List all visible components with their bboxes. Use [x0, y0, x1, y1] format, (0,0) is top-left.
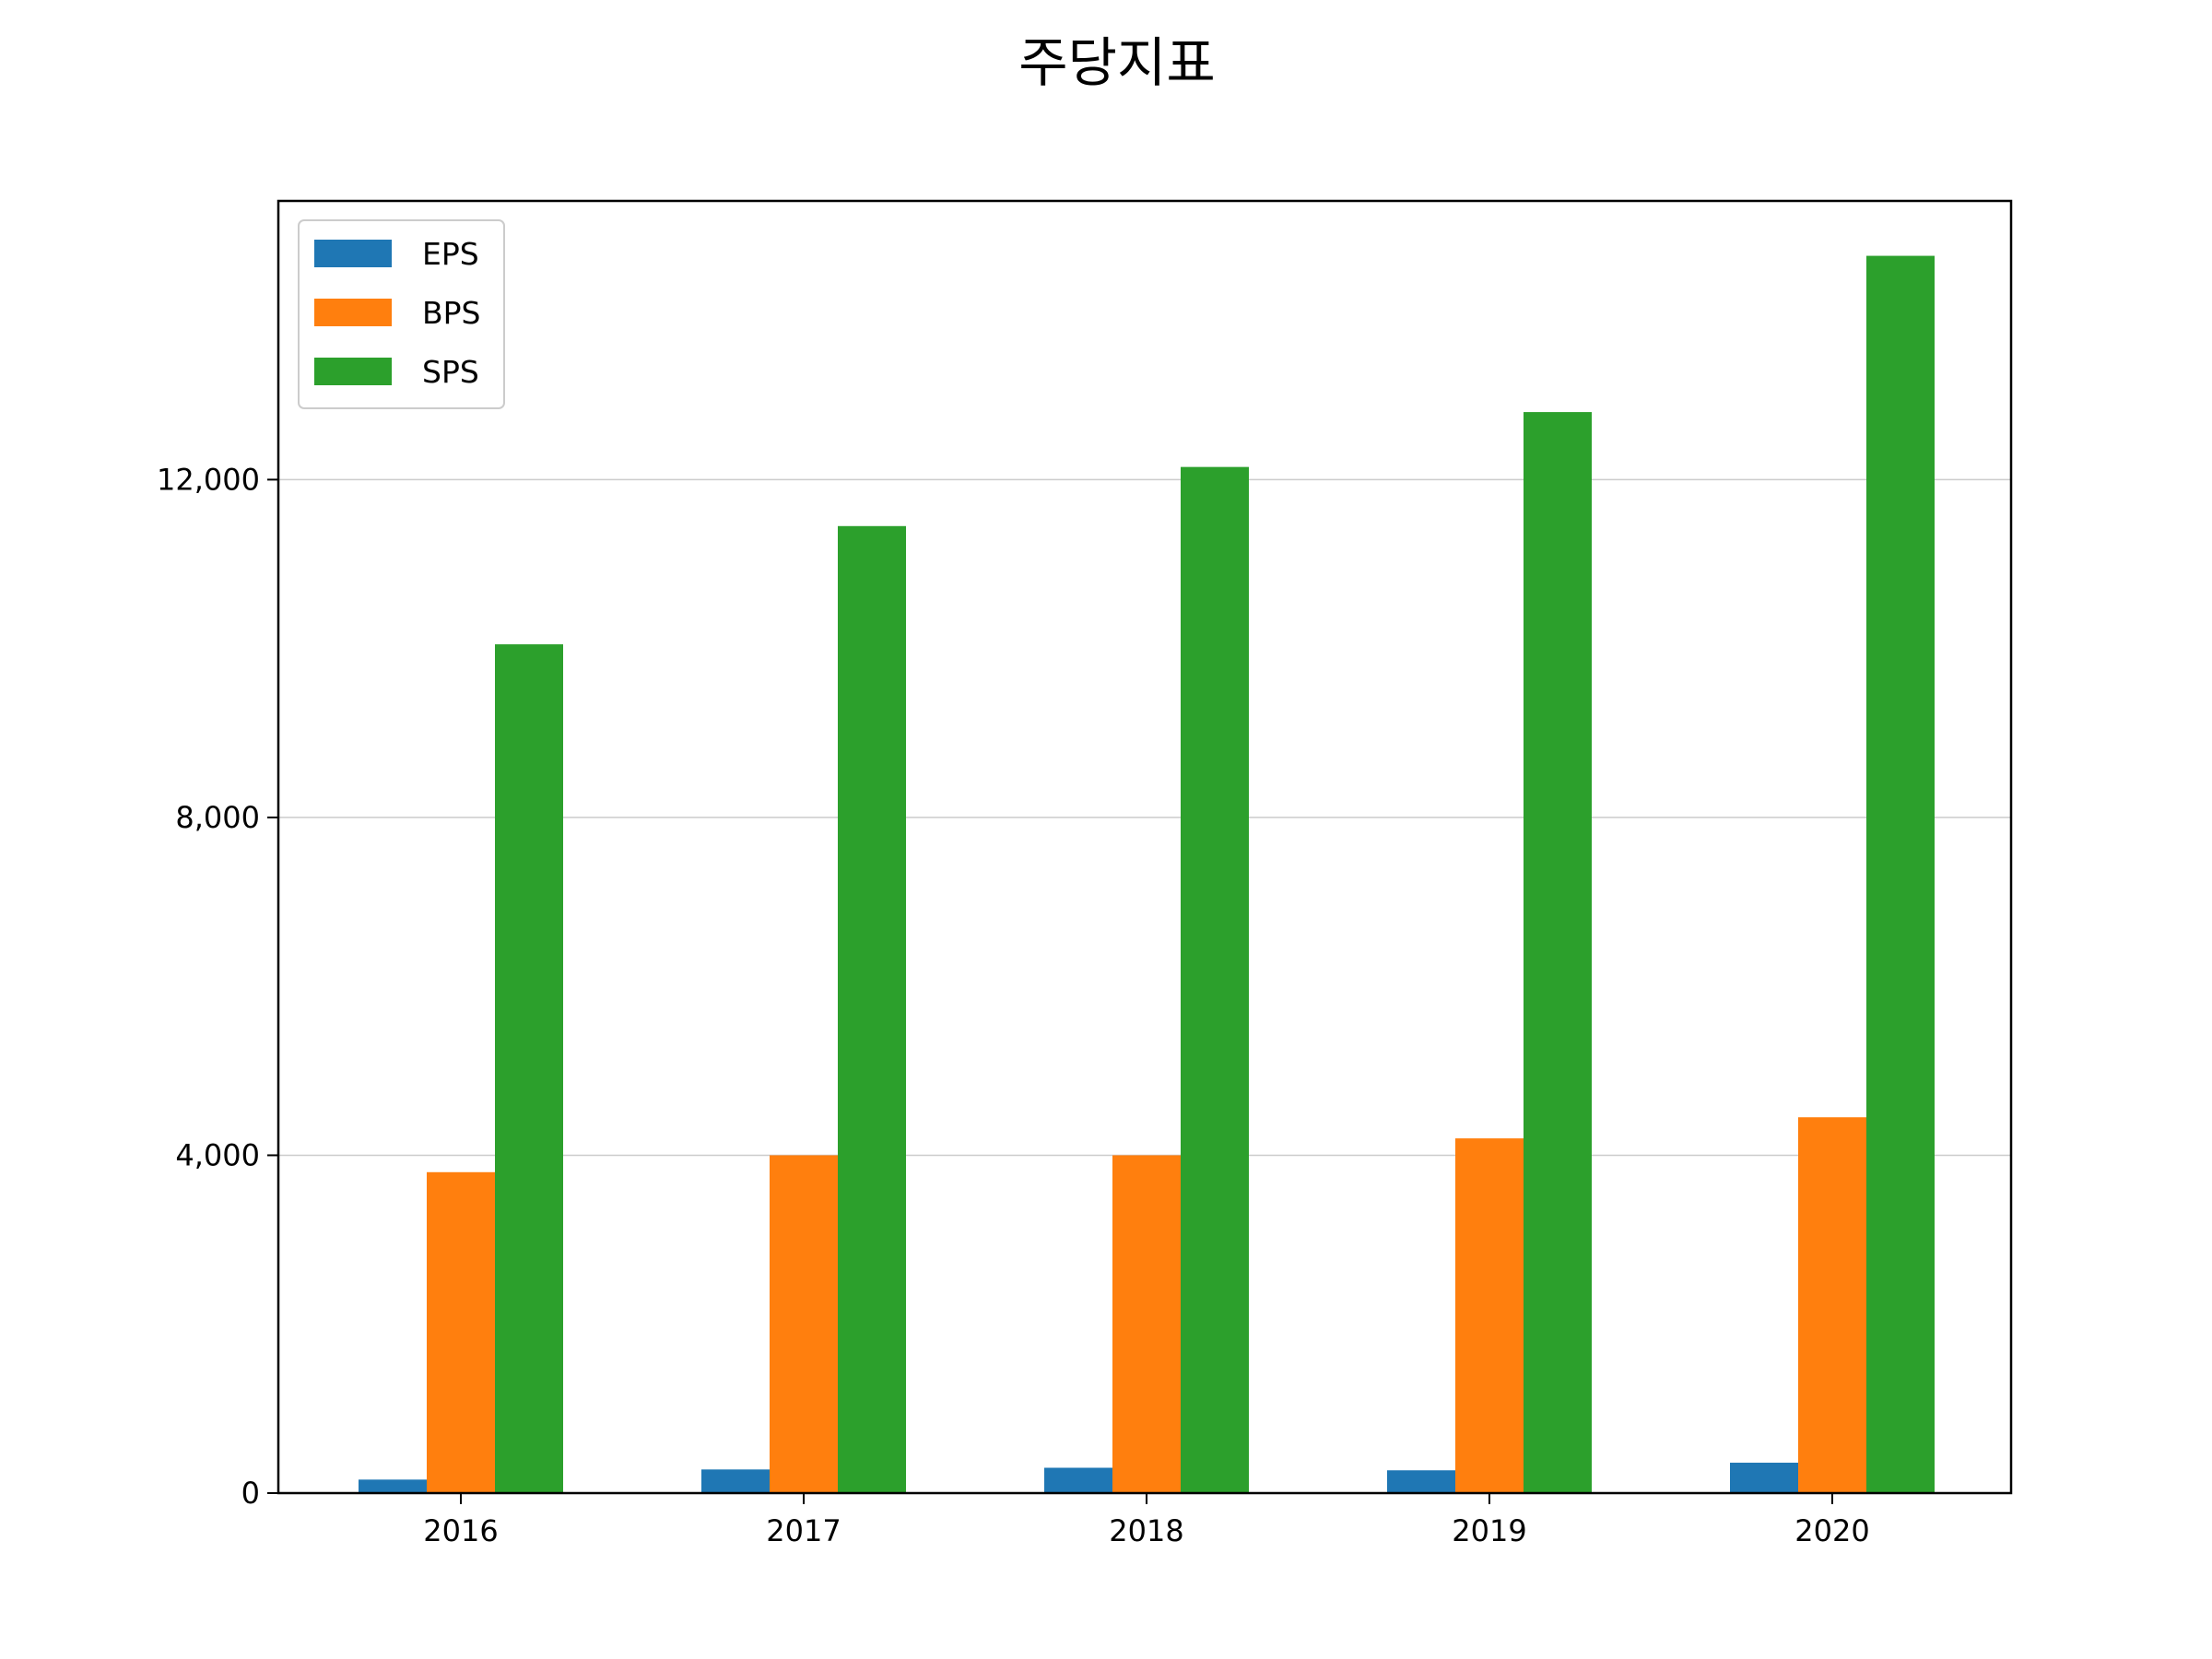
bar-bps-2017 [770, 1155, 838, 1493]
bar-eps-2016 [359, 1479, 427, 1493]
y-tick-label: 4,000 [175, 1137, 260, 1172]
x-axis: 2016 2017 2018 2019 2020 [423, 1493, 1870, 1548]
y-tick-label: 0 [241, 1476, 260, 1511]
bars [359, 255, 1935, 1494]
bar-sps-2018 [1181, 466, 1249, 1493]
bar-sps-2017 [838, 525, 906, 1494]
bar-sps-2020 [1866, 255, 1935, 1493]
legend-label-bps: BPS [422, 295, 481, 331]
bar-bps-2019 [1455, 1138, 1524, 1493]
bar-bps-2020 [1798, 1117, 1866, 1493]
bar-bps-2016 [427, 1171, 495, 1493]
legend-swatch-eps [314, 240, 392, 267]
bar-eps-2019 [1387, 1470, 1455, 1493]
y-axis: 0 4,000 8,000 12,000 [157, 462, 278, 1511]
bar-eps-2020 [1730, 1463, 1798, 1493]
chart-title: 주당지표 [1018, 31, 1215, 94]
x-tick-label: 2018 [1109, 1513, 1183, 1548]
x-tick-label: 2017 [766, 1513, 841, 1548]
bar-bps-2018 [1112, 1155, 1181, 1493]
bar-eps-2017 [701, 1469, 770, 1493]
legend-label-sps: SPS [422, 354, 479, 390]
x-tick-label: 2020 [1794, 1513, 1869, 1548]
y-tick-label: 12,000 [157, 462, 260, 497]
x-tick-label: 2019 [1452, 1513, 1526, 1548]
x-tick-label: 2016 [423, 1513, 498, 1548]
plot-frame [276, 199, 2013, 1495]
legend: EPS BPS SPS [298, 219, 505, 409]
bar-sps-2019 [1524, 412, 1592, 1493]
y-tick-label: 8,000 [175, 800, 260, 835]
legend-label-eps: EPS [422, 236, 479, 272]
bar-sps-2016 [495, 644, 563, 1493]
legend-swatch-sps [314, 358, 392, 385]
bar-eps-2018 [1044, 1467, 1112, 1493]
legend-swatch-bps [314, 299, 392, 326]
